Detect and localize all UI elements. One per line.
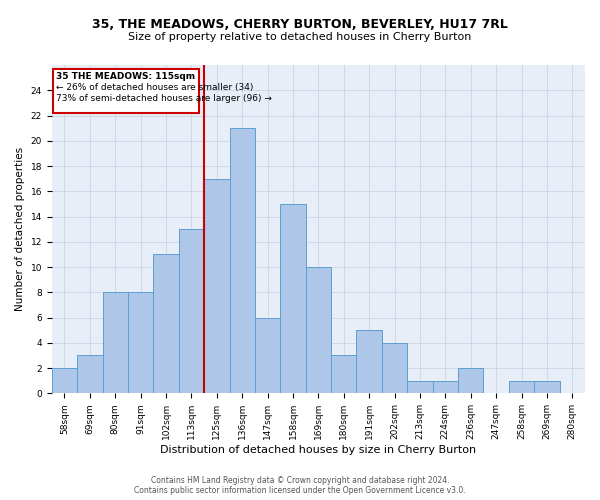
Text: 35 THE MEADOWS: 115sqm: 35 THE MEADOWS: 115sqm (56, 72, 195, 81)
Bar (128, 292, 154, 394)
Text: Contains public sector information licensed under the Open Government Licence v3: Contains public sector information licen… (134, 486, 466, 495)
Text: 35, THE MEADOWS, CHERRY BURTON, BEVERLEY, HU17 7RL: 35, THE MEADOWS, CHERRY BURTON, BEVERLEY… (92, 18, 508, 30)
Text: Size of property relative to detached houses in Cherry Burton: Size of property relative to detached ho… (128, 32, 472, 42)
Bar (305, 267, 331, 394)
Bar (458, 368, 484, 394)
Bar (331, 356, 356, 394)
Bar (407, 380, 433, 394)
Bar (356, 330, 382, 394)
Bar (154, 254, 179, 394)
Bar (534, 380, 560, 394)
Text: ← 26% of detached houses are smaller (34): ← 26% of detached houses are smaller (34… (56, 82, 253, 92)
Bar (52, 368, 77, 394)
X-axis label: Distribution of detached houses by size in Cherry Burton: Distribution of detached houses by size … (160, 445, 476, 455)
Text: Contains HM Land Registry data © Crown copyright and database right 2024.: Contains HM Land Registry data © Crown c… (151, 476, 449, 485)
Bar (255, 318, 280, 394)
FancyBboxPatch shape (53, 69, 199, 113)
Text: 73% of semi-detached houses are larger (96) →: 73% of semi-detached houses are larger (… (56, 94, 271, 103)
Bar (179, 229, 204, 394)
Bar (382, 343, 407, 394)
Bar (77, 356, 103, 394)
Bar (230, 128, 255, 394)
Y-axis label: Number of detached properties: Number of detached properties (15, 147, 25, 311)
Bar (280, 204, 305, 394)
Bar (204, 178, 230, 394)
Bar (103, 292, 128, 394)
Bar (509, 380, 534, 394)
Bar (433, 380, 458, 394)
